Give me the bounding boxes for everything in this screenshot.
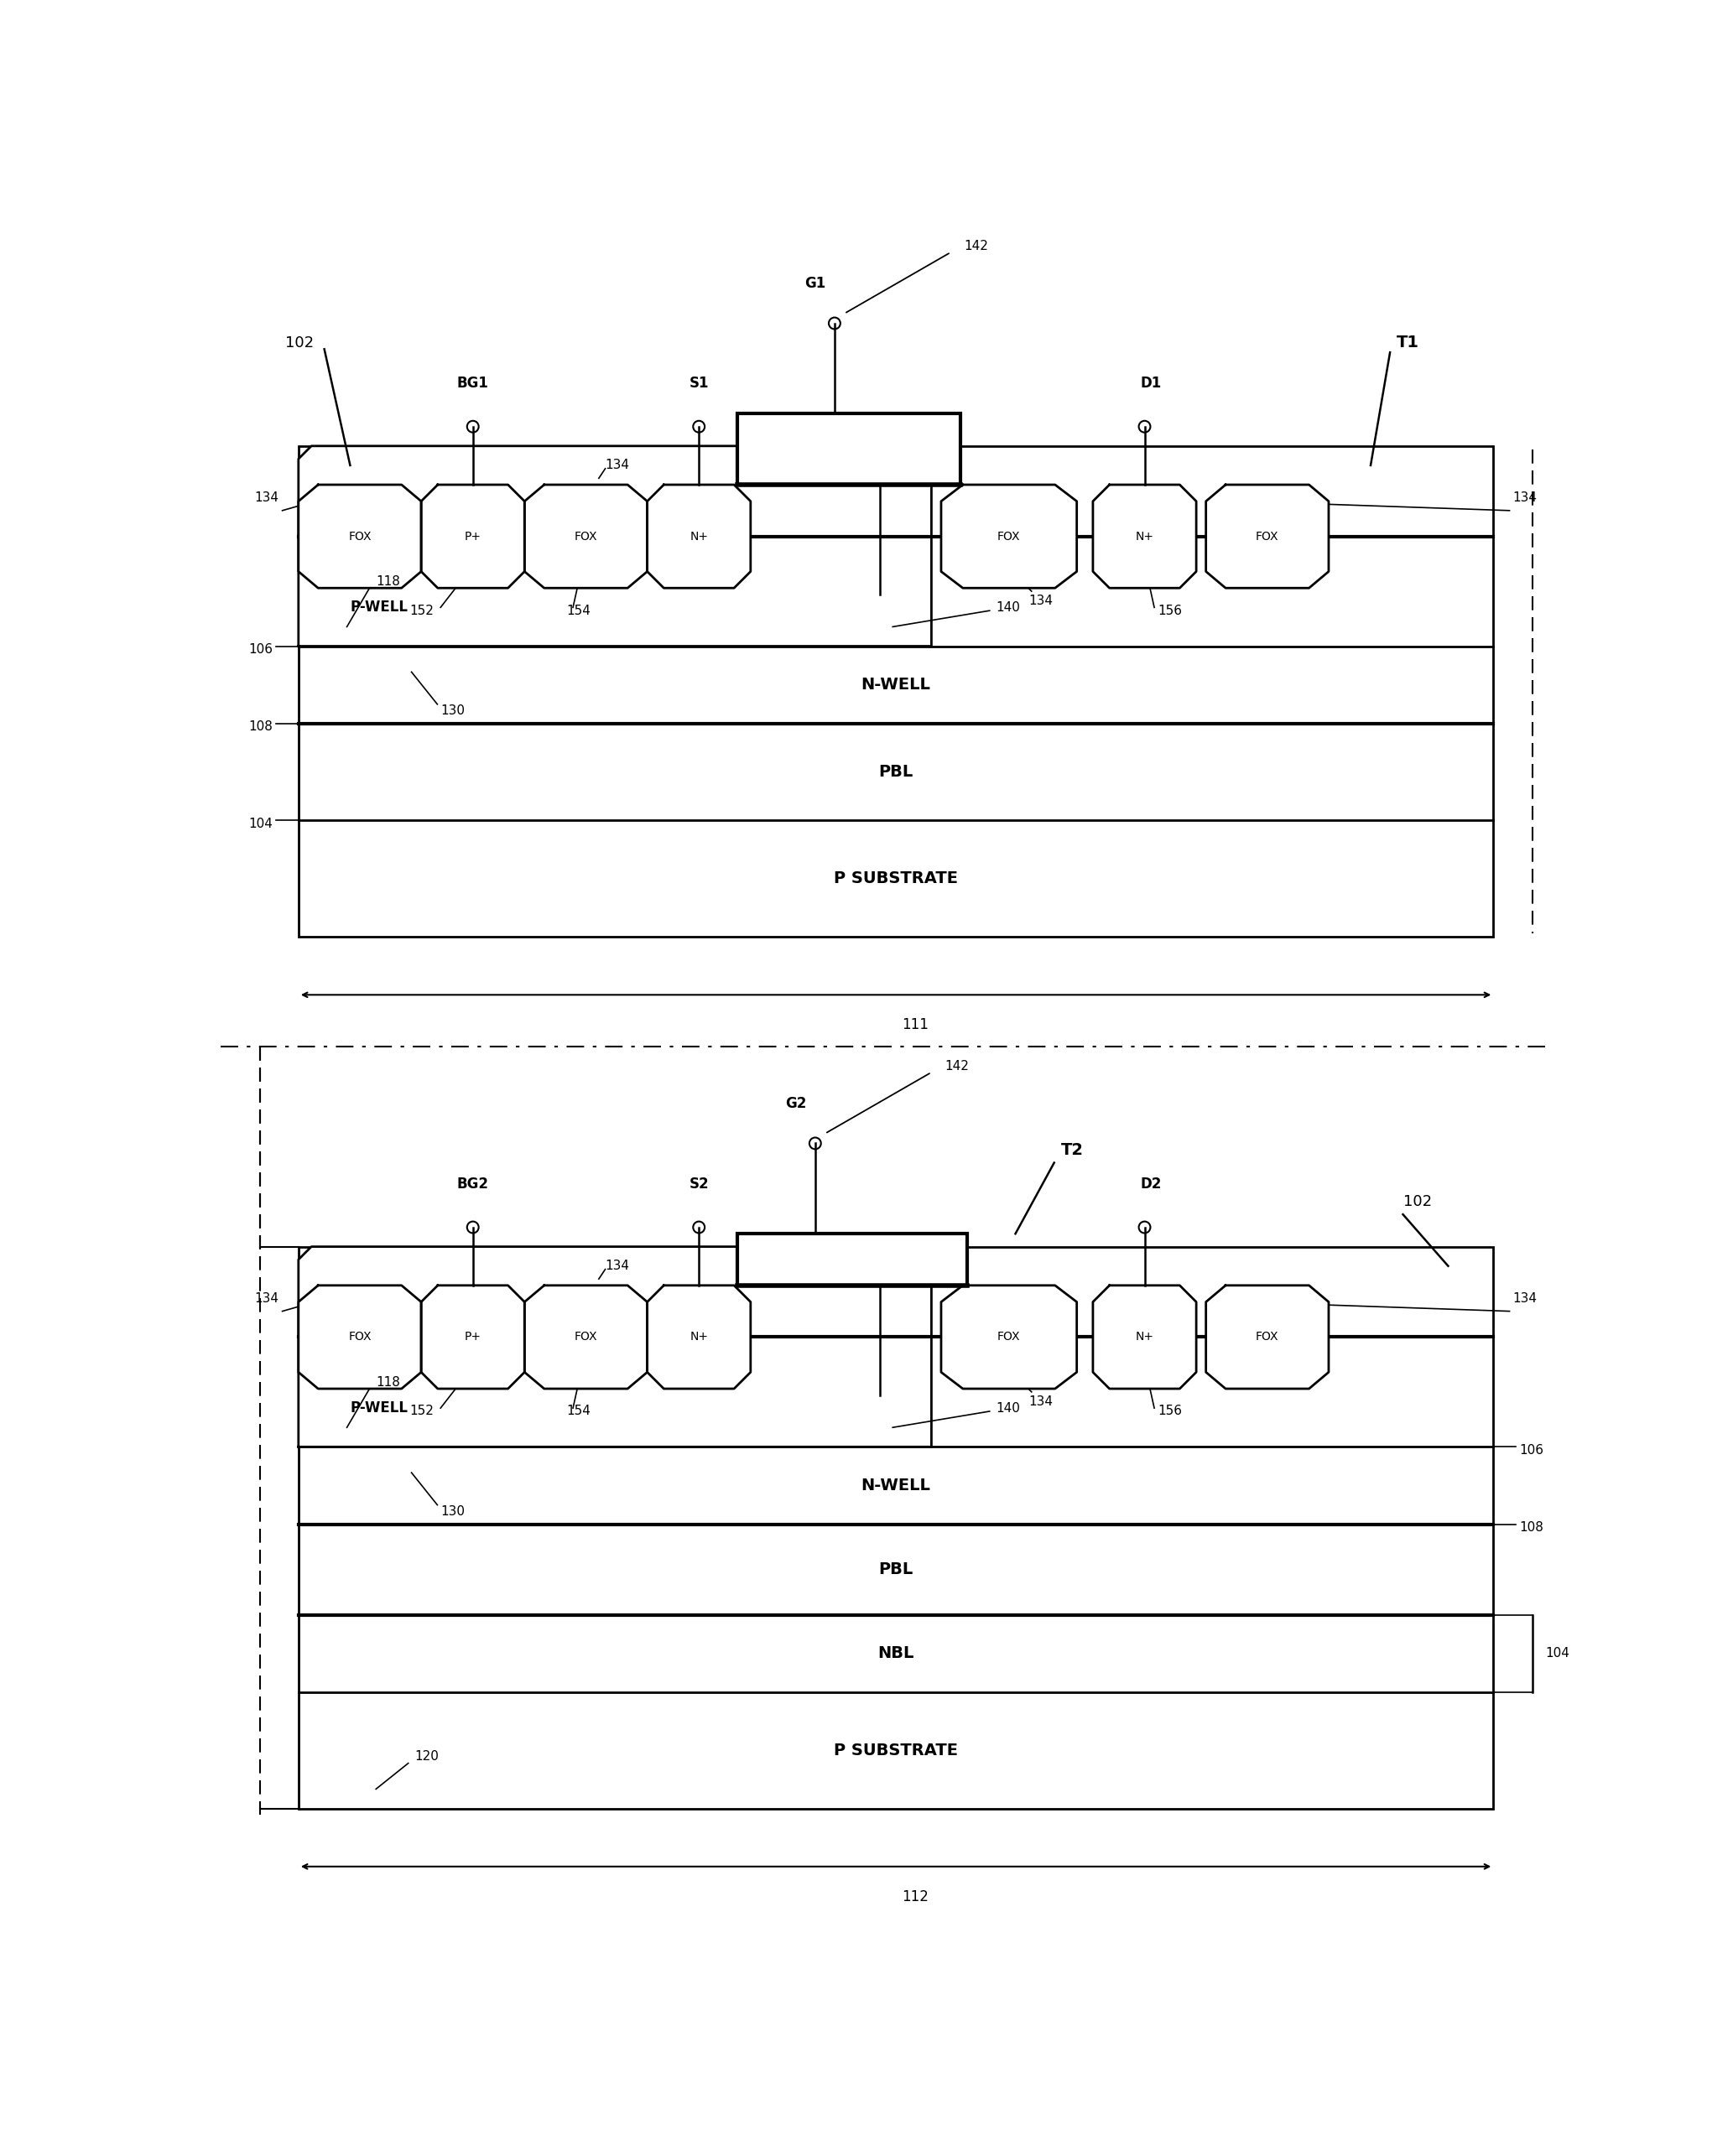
Text: FOX: FOX bbox=[1256, 530, 1279, 543]
Text: G1: G1 bbox=[804, 276, 825, 291]
Text: 104: 104 bbox=[1546, 1647, 1570, 1660]
Text: 134: 134 bbox=[1028, 595, 1052, 608]
Text: D2: D2 bbox=[1140, 1177, 1161, 1192]
Text: 142: 142 bbox=[964, 239, 988, 252]
Text: P-WELL: P-WELL bbox=[350, 1401, 407, 1416]
Text: P+: P+ bbox=[464, 1330, 482, 1343]
Text: P SUBSTRATE: P SUBSTRATE bbox=[834, 871, 958, 886]
Text: N-WELL: N-WELL bbox=[861, 677, 931, 692]
Text: 156: 156 bbox=[1158, 604, 1182, 617]
Text: N+: N+ bbox=[1135, 1330, 1154, 1343]
Text: N+: N+ bbox=[690, 530, 709, 543]
Bar bbox=[298, 1246, 1494, 1809]
Text: N+: N+ bbox=[1135, 530, 1154, 543]
Text: FOX: FOX bbox=[998, 1330, 1021, 1343]
Polygon shape bbox=[421, 485, 525, 589]
Text: 106: 106 bbox=[1520, 1445, 1544, 1455]
Text: D1: D1 bbox=[1140, 375, 1161, 390]
Text: 134: 134 bbox=[605, 459, 629, 472]
Text: 154: 154 bbox=[567, 1406, 591, 1419]
Polygon shape bbox=[1206, 485, 1329, 589]
Text: 152: 152 bbox=[411, 1406, 433, 1419]
Text: 120: 120 bbox=[414, 1751, 438, 1764]
Text: N+: N+ bbox=[690, 1330, 709, 1343]
Polygon shape bbox=[298, 446, 931, 647]
Text: FOX: FOX bbox=[574, 530, 598, 543]
Text: 134: 134 bbox=[1513, 492, 1537, 505]
Text: BG1: BG1 bbox=[458, 375, 489, 390]
Text: 118: 118 bbox=[376, 576, 400, 589]
Text: PBL: PBL bbox=[879, 1561, 913, 1578]
Text: 118: 118 bbox=[376, 1376, 400, 1388]
Text: FOX: FOX bbox=[1256, 1330, 1279, 1343]
Polygon shape bbox=[525, 485, 646, 589]
Text: 108: 108 bbox=[248, 720, 272, 733]
Text: 112: 112 bbox=[901, 1889, 929, 1904]
Text: P SUBSTRATE: P SUBSTRATE bbox=[834, 1742, 958, 1759]
Text: 134: 134 bbox=[255, 492, 279, 505]
Text: 134: 134 bbox=[1513, 1291, 1537, 1304]
Polygon shape bbox=[941, 485, 1076, 589]
Text: 134: 134 bbox=[605, 1259, 629, 1272]
Text: 104: 104 bbox=[248, 817, 272, 830]
Text: 108: 108 bbox=[1520, 1522, 1544, 1533]
Text: FOX: FOX bbox=[998, 530, 1021, 543]
Text: 102: 102 bbox=[286, 334, 314, 349]
Polygon shape bbox=[1094, 1285, 1196, 1388]
Polygon shape bbox=[1094, 485, 1196, 589]
Text: 106: 106 bbox=[248, 642, 272, 655]
Bar bbox=[738, 414, 960, 485]
Bar bbox=[738, 1233, 967, 1285]
Polygon shape bbox=[1206, 1285, 1329, 1388]
Text: FOX: FOX bbox=[348, 530, 371, 543]
Text: P-WELL: P-WELL bbox=[350, 599, 407, 614]
Polygon shape bbox=[646, 1285, 750, 1388]
Polygon shape bbox=[298, 1285, 421, 1388]
Polygon shape bbox=[298, 1246, 931, 1447]
Text: NBL: NBL bbox=[877, 1645, 913, 1662]
Text: 102: 102 bbox=[1404, 1194, 1431, 1210]
Text: 152: 152 bbox=[411, 604, 433, 617]
Text: T2: T2 bbox=[1061, 1143, 1083, 1158]
Text: T1: T1 bbox=[1397, 334, 1419, 351]
Text: 154: 154 bbox=[567, 604, 591, 617]
Text: N-WELL: N-WELL bbox=[861, 1477, 931, 1494]
Text: FOX: FOX bbox=[574, 1330, 598, 1343]
Text: 156: 156 bbox=[1158, 1406, 1182, 1419]
Text: PBL: PBL bbox=[879, 763, 913, 780]
Text: 140: 140 bbox=[996, 602, 1021, 614]
Text: 111: 111 bbox=[901, 1018, 929, 1033]
Text: FOX: FOX bbox=[348, 1330, 371, 1343]
Text: BG2: BG2 bbox=[458, 1177, 489, 1192]
Text: 130: 130 bbox=[440, 705, 464, 718]
Bar bbox=[298, 446, 1494, 936]
Polygon shape bbox=[525, 1285, 646, 1388]
Text: P+: P+ bbox=[464, 530, 482, 543]
Text: 140: 140 bbox=[996, 1401, 1021, 1414]
Text: 134: 134 bbox=[1028, 1395, 1052, 1408]
Polygon shape bbox=[941, 1285, 1076, 1388]
Text: 134: 134 bbox=[255, 1291, 279, 1304]
Polygon shape bbox=[646, 485, 750, 589]
Polygon shape bbox=[298, 485, 421, 589]
Text: S1: S1 bbox=[690, 375, 709, 390]
Polygon shape bbox=[421, 1285, 525, 1388]
Text: 142: 142 bbox=[944, 1059, 969, 1072]
Text: S2: S2 bbox=[690, 1177, 709, 1192]
Text: 130: 130 bbox=[440, 1505, 464, 1518]
Text: G2: G2 bbox=[785, 1095, 806, 1110]
